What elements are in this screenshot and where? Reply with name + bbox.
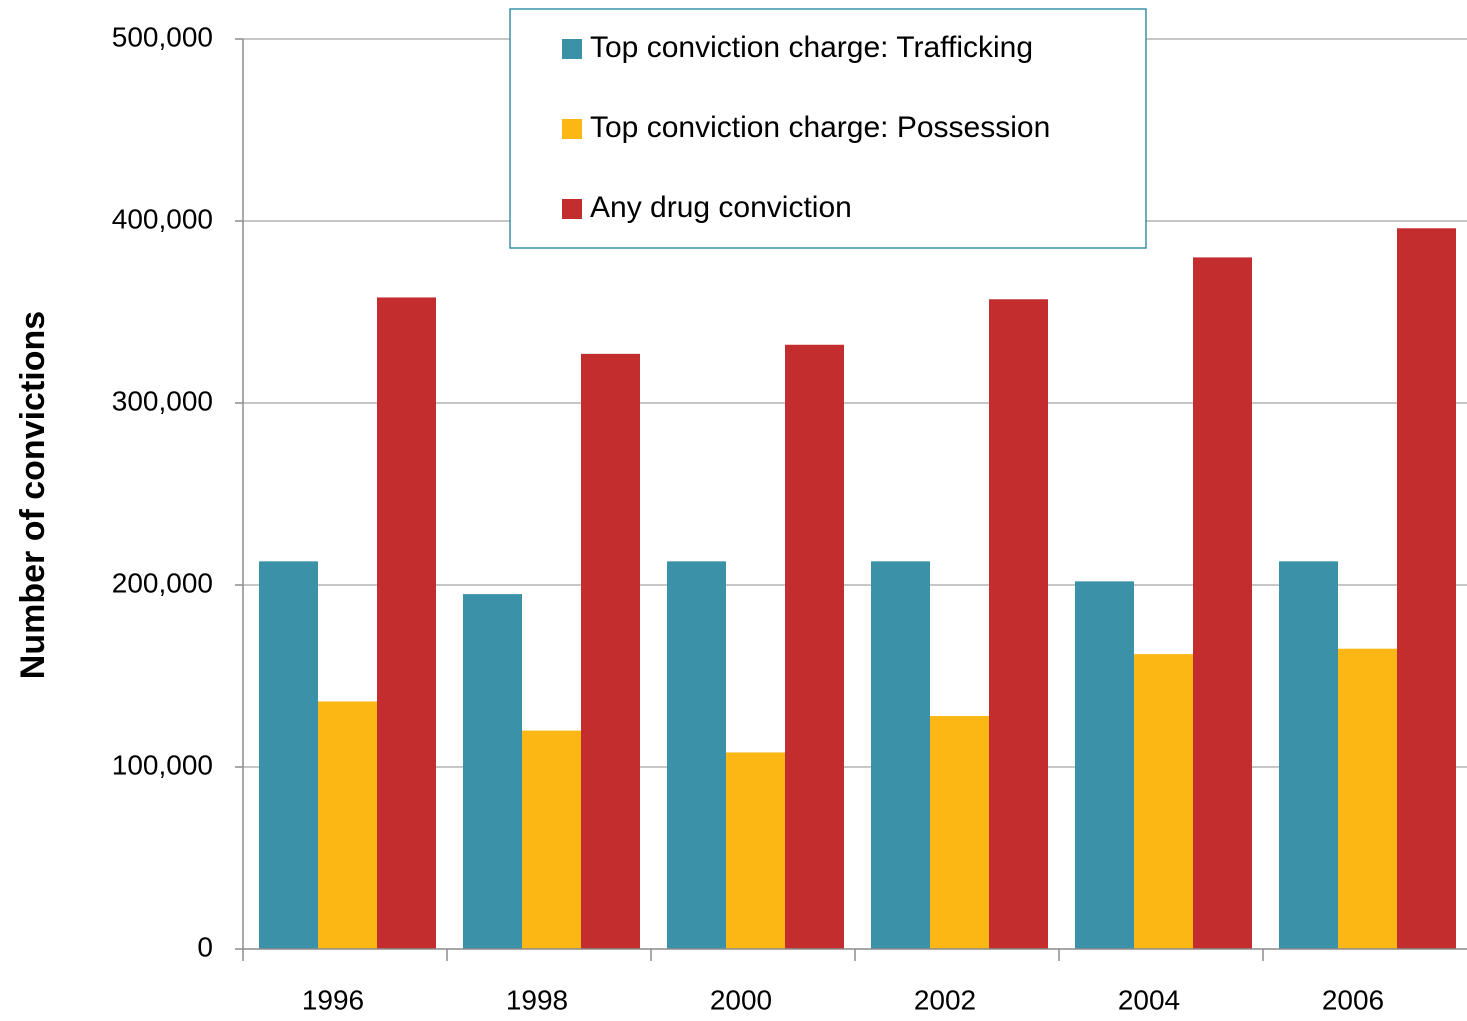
bar: [1279, 561, 1338, 949]
y-tick-label: 200,000: [112, 567, 213, 598]
legend-label: Top conviction charge: Trafficking: [590, 31, 1033, 64]
bar: [581, 353, 640, 949]
bar: [871, 561, 930, 949]
bar: [1134, 654, 1193, 949]
y-axis-label: Number of convictions: [14, 311, 52, 679]
legend-swatch: [562, 199, 582, 219]
legend-swatch: [562, 39, 582, 59]
bar: [785, 344, 844, 949]
x-tick-label: 1996: [302, 984, 364, 1015]
bar: [463, 594, 522, 949]
legend-label: Any drug conviction: [590, 191, 852, 224]
bar: [1397, 228, 1456, 949]
legend-label: Top conviction charge: Possession: [590, 111, 1050, 144]
y-tick-label: 0: [197, 931, 213, 962]
legend-swatch: [562, 119, 582, 139]
bar: [1075, 581, 1134, 949]
bar: [667, 561, 726, 949]
bar: [522, 730, 581, 949]
x-tick-label: 2004: [1118, 984, 1180, 1015]
y-tick-label: 400,000: [112, 203, 213, 234]
bar: [930, 716, 989, 949]
bar: [318, 701, 377, 949]
bar: [989, 299, 1048, 949]
bar: [1338, 648, 1397, 949]
y-tick-label: 500,000: [112, 21, 213, 52]
y-tick-label: 300,000: [112, 385, 213, 416]
y-tick-label: 100,000: [112, 749, 213, 780]
legend-box: [509, 8, 1147, 249]
bar: [1193, 257, 1252, 949]
bar: [377, 297, 436, 949]
x-tick-label: 1998: [506, 984, 568, 1015]
bar: [259, 561, 318, 949]
x-tick-label: 2000: [710, 984, 772, 1015]
x-tick-label: 2002: [914, 984, 976, 1015]
x-tick-label: 2006: [1322, 984, 1384, 1015]
bar: [726, 752, 785, 949]
